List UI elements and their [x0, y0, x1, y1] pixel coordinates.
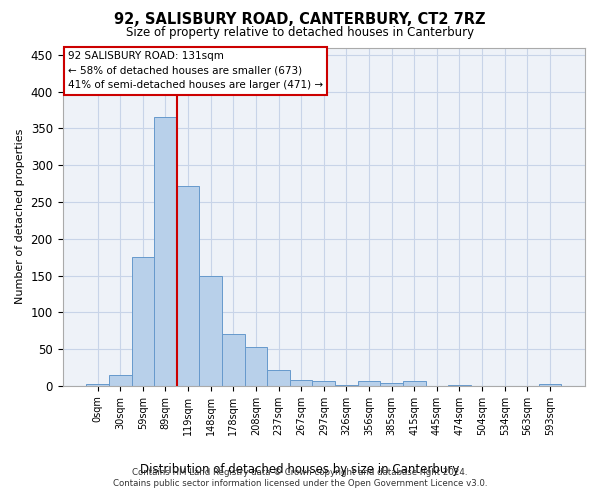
Bar: [290, 380, 313, 386]
Bar: [86, 384, 109, 386]
Text: Size of property relative to detached houses in Canterbury: Size of property relative to detached ho…: [126, 26, 474, 39]
Bar: [154, 118, 177, 386]
Bar: [109, 375, 131, 386]
Text: Contains HM Land Registry data © Crown copyright and database right 2024.
Contai: Contains HM Land Registry data © Crown c…: [113, 468, 487, 487]
Bar: [448, 385, 471, 386]
Text: Distribution of detached houses by size in Canterbury: Distribution of detached houses by size …: [140, 462, 460, 475]
Bar: [335, 385, 358, 386]
Bar: [539, 384, 561, 386]
Bar: [267, 370, 290, 386]
Bar: [245, 347, 267, 386]
Text: 92 SALISBURY ROAD: 131sqm
← 58% of detached houses are smaller (673)
41% of semi: 92 SALISBURY ROAD: 131sqm ← 58% of detac…: [68, 51, 323, 90]
Bar: [358, 382, 380, 386]
Bar: [177, 186, 199, 386]
Text: 92, SALISBURY ROAD, CANTERBURY, CT2 7RZ: 92, SALISBURY ROAD, CANTERBURY, CT2 7RZ: [114, 12, 486, 28]
Bar: [380, 383, 403, 386]
Bar: [199, 276, 222, 386]
Bar: [222, 334, 245, 386]
Bar: [403, 382, 425, 386]
Y-axis label: Number of detached properties: Number of detached properties: [15, 129, 25, 304]
Bar: [313, 381, 335, 386]
Bar: [131, 257, 154, 386]
